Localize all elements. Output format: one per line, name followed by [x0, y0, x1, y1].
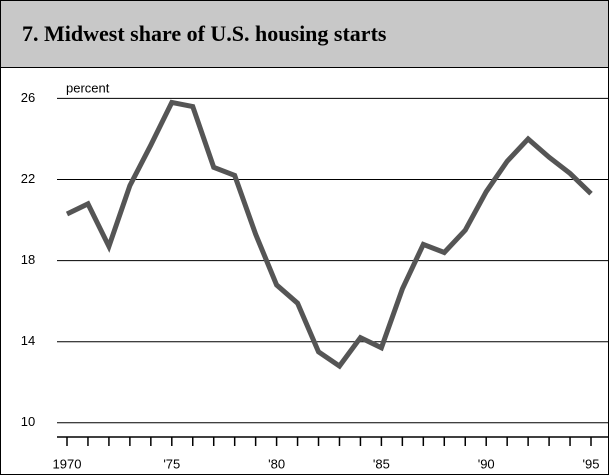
y-tick-label: 26 [21, 90, 35, 105]
header [0, 0, 609, 68]
x-tick-label: 1970 [53, 456, 82, 471]
y-tick-label: 10 [21, 414, 35, 429]
x-tick-label: '75 [163, 456, 180, 471]
y-tick-label: 18 [21, 252, 35, 267]
chart-title: 7. Midwest share of U.S. housing starts [22, 21, 387, 46]
x-tick-label: '80 [268, 456, 285, 471]
y-tick-label: 14 [21, 333, 35, 348]
line [65, 99, 593, 370]
x-tick-label: '95 [583, 456, 600, 471]
x-tick-label: '90 [478, 456, 495, 471]
y-tick-label: 22 [21, 171, 35, 186]
y-axis-label: percent [66, 80, 110, 95]
x-tick-label: '85 [373, 456, 390, 471]
